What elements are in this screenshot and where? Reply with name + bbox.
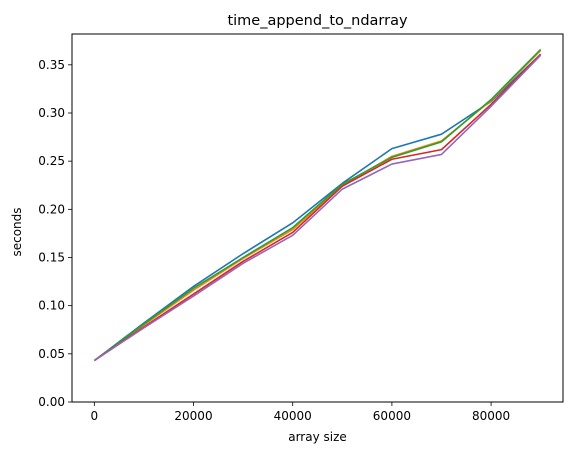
y-tick-label: 0.15 [38, 250, 65, 264]
x-tick-label: 0 [90, 409, 98, 423]
y-tick-label: 0.35 [38, 58, 65, 72]
y-tick-label: 0.20 [38, 202, 65, 216]
y-tick-label: 0.00 [38, 395, 65, 409]
x-tick-label: 20000 [174, 409, 212, 423]
x-axis-label: array size [288, 430, 347, 444]
y-tick-label: 0.10 [38, 299, 65, 313]
plot-frame [72, 34, 563, 402]
y-axis-label: seconds [10, 207, 24, 256]
y-tick-label: 0.30 [38, 106, 65, 120]
y-tick-label: 0.05 [38, 347, 65, 361]
x-tick-label: 80000 [472, 409, 510, 423]
y-tick-label: 0.25 [38, 154, 65, 168]
series-line-3 [94, 49, 540, 360]
x-tick-label: 40000 [274, 409, 312, 423]
chart-title: time_append_to_ndarray [227, 13, 408, 29]
x-tick-label: 60000 [373, 409, 411, 423]
series-layer [94, 49, 540, 360]
